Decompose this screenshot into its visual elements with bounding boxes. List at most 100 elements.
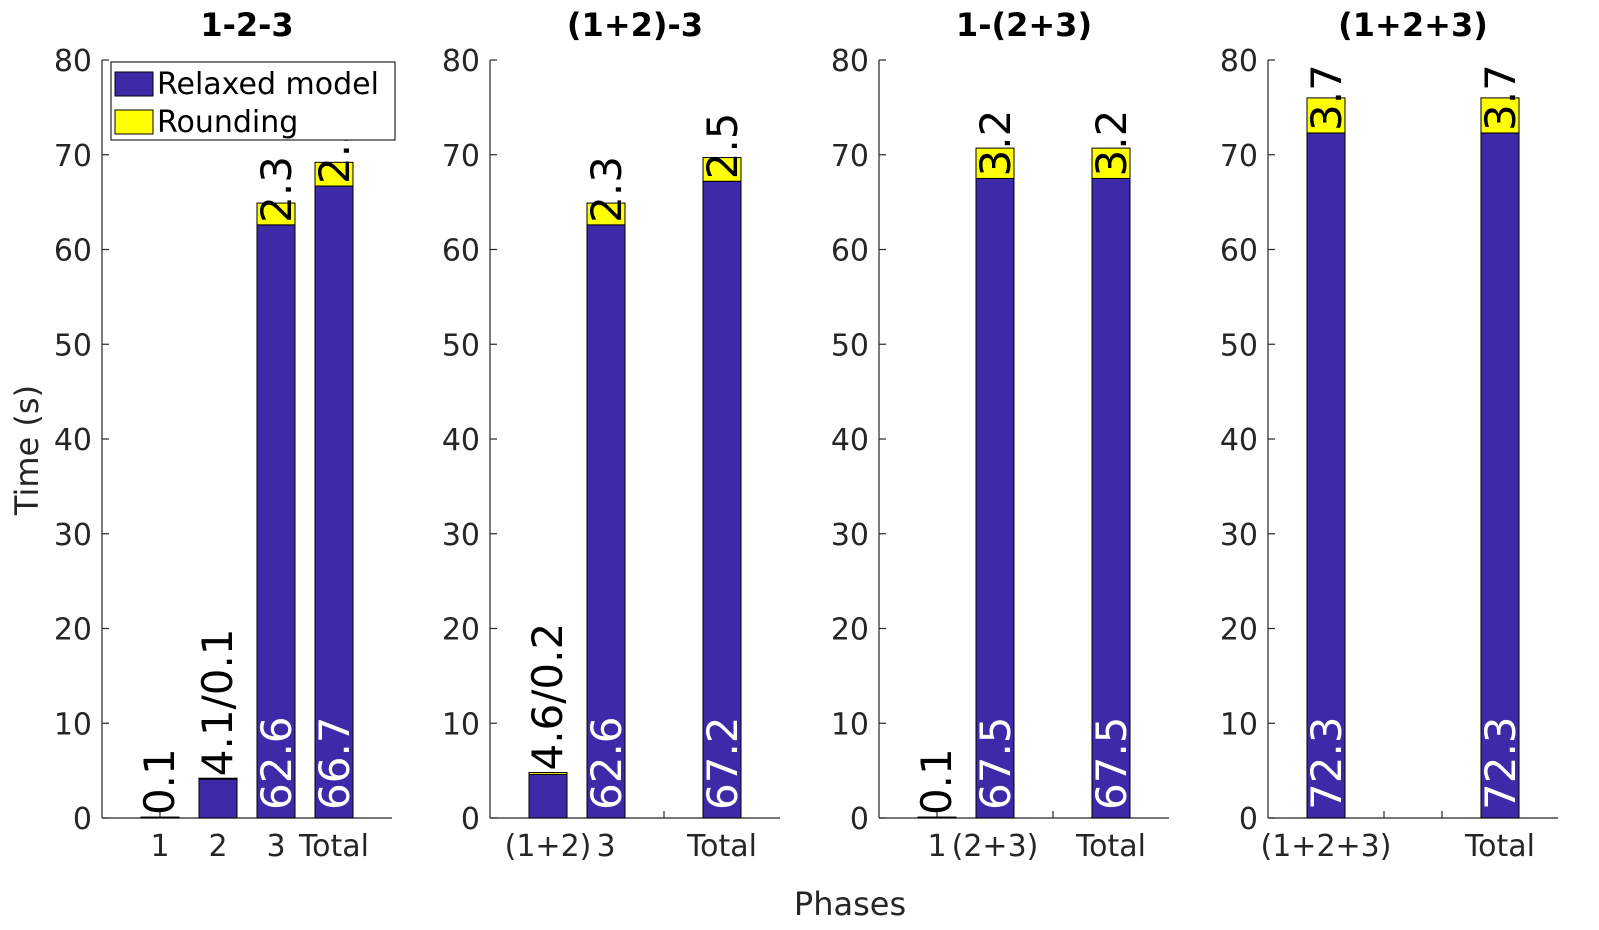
y-tick-label-2-50: 50 <box>442 328 480 363</box>
x-tick-label-2-2: 3 <box>596 829 615 864</box>
y-tick-label-2-80: 80 <box>442 44 480 79</box>
y-tick-label-3-0: 0 <box>850 802 869 837</box>
y-tick-label-3-20: 20 <box>831 613 869 648</box>
y-tick-label-1-80: 80 <box>54 44 92 79</box>
x-tick-label-1-1: 1 <box>150 829 169 864</box>
bar-rounding-4-4 <box>1480 97 1520 134</box>
value-label-relaxed-4-4: 72.3 <box>1476 716 1525 810</box>
y-axis-label: Time (s) <box>8 385 46 516</box>
bar-relaxed-1-2 <box>198 778 238 819</box>
bar-rounding-1-4 <box>314 161 354 187</box>
value-label-rounding-3-4: 3.2 <box>1087 110 1136 177</box>
y-tick-label-4-10: 10 <box>1220 707 1258 742</box>
y-tick-label-3-70: 70 <box>831 139 869 174</box>
x-tick-label-1-2: 2 <box>208 829 227 864</box>
y-tick-label-2-70: 70 <box>442 139 480 174</box>
y-tick-label-3-80: 80 <box>831 44 869 79</box>
y-tick-label-4-0: 0 <box>1239 802 1258 837</box>
bar-rounding-1-3 <box>256 202 296 226</box>
bar-relaxed-3-4 <box>1091 177 1131 819</box>
x-axis-label: Phases <box>794 885 906 923</box>
bar-rounding-3-1 <box>917 816 957 819</box>
panel-title-2: (1+2)-3 <box>567 6 703 44</box>
y-tick-label-1-20: 20 <box>54 613 92 648</box>
y-tick-label-2-20: 20 <box>442 613 480 648</box>
legend-box <box>110 61 396 141</box>
y-tick-label-1-50: 50 <box>54 328 92 363</box>
value-label-relaxed-2-2: 62.6 <box>582 716 631 810</box>
bar-rounding-3-2 <box>975 147 1015 179</box>
y-tick-label-2-30: 30 <box>442 518 480 553</box>
legend-swatch-1 <box>114 71 154 97</box>
bar-rounding-2-4 <box>702 157 742 182</box>
y-tick-label-1-60: 60 <box>54 234 92 269</box>
x-tick-label-4-4: Total <box>1464 829 1535 864</box>
y-tick-label-4-20: 20 <box>1220 613 1258 648</box>
bar-relaxed-3-2 <box>975 177 1015 819</box>
legend-swatch-2 <box>114 109 154 135</box>
bar-rounding-2-2 <box>586 202 626 226</box>
value-label-1-1: 0.1 <box>135 748 184 815</box>
y-tick-label-1-70: 70 <box>54 139 92 174</box>
panel-title-4: (1+2+3) <box>1338 6 1488 44</box>
x-tick-label-4-1: (1+2+3) <box>1261 829 1392 864</box>
bar-rounding-3-4 <box>1091 147 1131 179</box>
y-tick-label-1-0: 0 <box>73 802 92 837</box>
panel-title-3: 1-(2+3) <box>956 6 1092 44</box>
y-tick-label-4-50: 50 <box>1220 328 1258 363</box>
value-label-rounding-3-2: 3.2 <box>971 110 1020 177</box>
bar-relaxed-2-4 <box>702 180 742 819</box>
y-tick-label-4-70: 70 <box>1220 139 1258 174</box>
value-label-rounding-2-4: 2.5 <box>698 112 747 179</box>
y-tick-label-2-40: 40 <box>442 423 480 458</box>
value-label-3-1: 0.1 <box>912 748 961 815</box>
x-tick-label-3-2: (2+3) <box>952 829 1039 864</box>
y-tick-label-3-10: 10 <box>831 707 869 742</box>
bar-rounding-1-2 <box>198 777 238 780</box>
y-tick-label-4-80: 80 <box>1220 44 1258 79</box>
bar-relaxed-4-1 <box>1306 132 1346 819</box>
bar-relaxed-4-4 <box>1480 132 1520 819</box>
bar-rounding-1-1 <box>140 816 180 819</box>
y-tick-label-3-40: 40 <box>831 423 869 458</box>
x-tick-label-3-4: Total <box>1075 829 1146 864</box>
panel-title-1: 1-2-3 <box>200 6 293 44</box>
value-label-rounding-4-4: 3.7 <box>1476 64 1525 131</box>
y-tick-label-3-60: 60 <box>831 234 869 269</box>
y-tick-label-3-30: 30 <box>831 518 869 553</box>
y-tick-label-1-40: 40 <box>54 423 92 458</box>
bar-relaxed-2-2 <box>586 224 626 819</box>
value-label-rounding-4-1: 3.7 <box>1302 64 1351 131</box>
value-label-1-2: 4.1/0.1 <box>193 628 242 776</box>
y-tick-label-4-40: 40 <box>1220 423 1258 458</box>
value-label-relaxed-3-2: 67.5 <box>971 716 1020 810</box>
x-tick-label-1-3: 3 <box>266 829 285 864</box>
x-tick-label-2-1: (1+2) <box>505 829 592 864</box>
value-label-relaxed-3-4: 67.5 <box>1087 716 1136 810</box>
y-tick-label-4-60: 60 <box>1220 234 1258 269</box>
x-tick-label-3-1: 1 <box>927 829 946 864</box>
y-tick-label-3-50: 50 <box>831 328 869 363</box>
y-tick-label-1-10: 10 <box>54 707 92 742</box>
value-label-relaxed-2-4: 67.2 <box>698 716 747 810</box>
y-tick-label-2-10: 10 <box>442 707 480 742</box>
value-label-relaxed-4-1: 72.3 <box>1302 716 1351 810</box>
y-tick-label-2-60: 60 <box>442 234 480 269</box>
y-tick-label-2-0: 0 <box>461 802 480 837</box>
legend-label-2: Rounding <box>157 105 298 140</box>
value-label-rounding-1-3: 2.3 <box>252 156 301 223</box>
value-label-rounding-2-2: 2.3 <box>582 156 631 223</box>
y-tick-label-4-30: 30 <box>1220 518 1258 553</box>
y-tick-label-1-30: 30 <box>54 518 92 553</box>
legend-label-1: Relaxed model <box>157 67 379 102</box>
value-label-relaxed-1-4: 66.7 <box>310 716 359 810</box>
value-label-2-1: 4.6/0.2 <box>523 623 572 771</box>
x-tick-label-2-4: Total <box>686 829 757 864</box>
bar-relaxed-1-3 <box>256 224 296 819</box>
x-tick-label-1-4: Total <box>298 829 369 864</box>
bar-relaxed-2-1 <box>528 773 568 819</box>
bar-rounding-2-1 <box>528 772 568 775</box>
value-label-relaxed-1-3: 62.6 <box>252 716 301 810</box>
